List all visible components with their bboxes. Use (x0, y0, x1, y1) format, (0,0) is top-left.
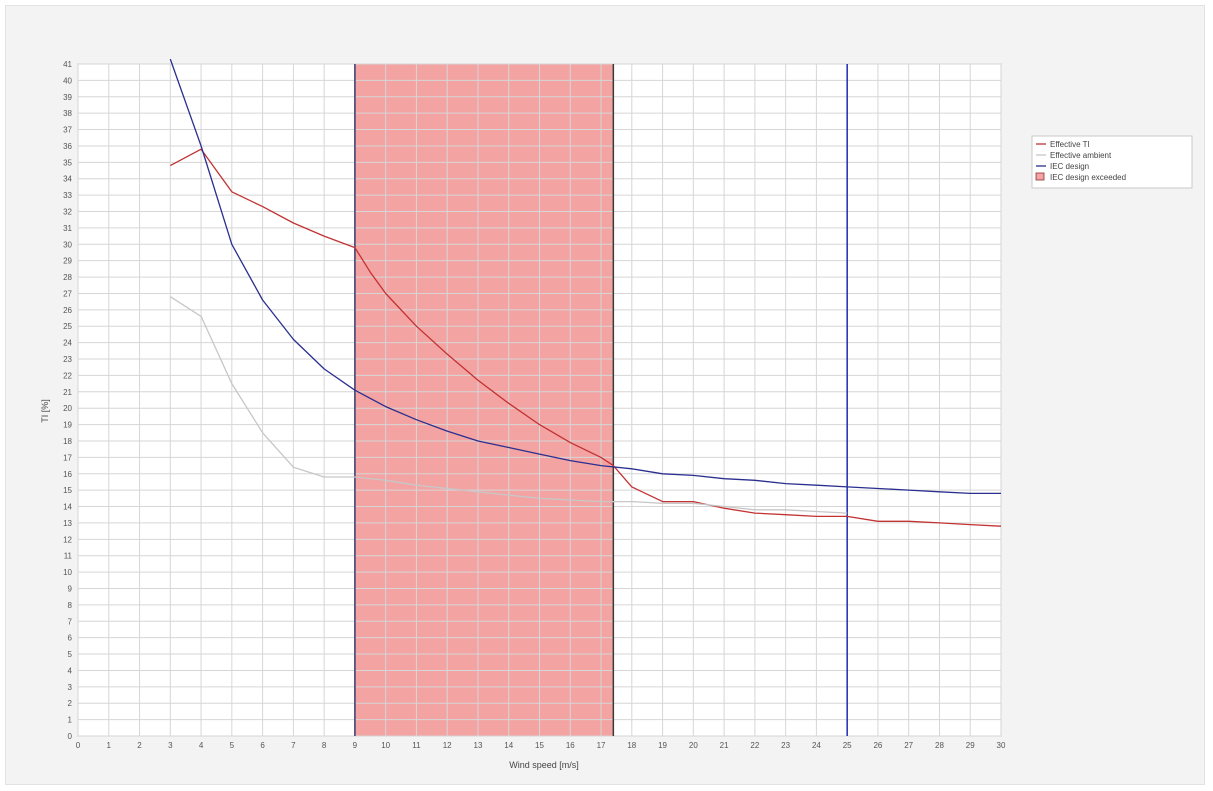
x-tick-label: 12 (443, 741, 452, 750)
y-tick-label: 18 (63, 437, 72, 446)
y-tick-label: 9 (68, 584, 73, 593)
x-tick-label: 19 (658, 741, 667, 750)
x-tick-label: 23 (781, 741, 790, 750)
x-tick-label: 3 (168, 741, 173, 750)
y-tick-label: 24 (63, 339, 72, 348)
y-tick-label: 16 (63, 470, 72, 479)
x-tick-label: 8 (322, 741, 327, 750)
x-axis-label: Wind speed [m/s] (509, 760, 579, 770)
y-tick-label: 34 (63, 175, 72, 184)
x-tick-label: 0 (76, 741, 81, 750)
x-tick-label: 5 (230, 741, 235, 750)
y-tick-label: 13 (63, 519, 72, 528)
x-tick-label: 2 (137, 741, 142, 750)
y-tick-label: 15 (63, 486, 72, 495)
y-tick-label: 5 (68, 650, 73, 659)
y-tick-label: 33 (63, 191, 72, 200)
legend-label: Effective TI (1050, 140, 1090, 149)
y-tick-label: 17 (63, 453, 72, 462)
x-tick-label: 15 (535, 741, 544, 750)
y-tick-label: 25 (63, 322, 72, 331)
y-tick-label: 22 (63, 371, 72, 380)
x-tick-label: 26 (873, 741, 882, 750)
x-tick-label: 18 (627, 741, 636, 750)
legend-label: Effective ambient (1050, 151, 1112, 160)
y-tick-label: 26 (63, 306, 72, 315)
legend-label: IEC design exceeded (1050, 173, 1126, 182)
series-effective-ti-line (169, 148, 1002, 527)
y-axis-label: TI [%] (40, 399, 50, 423)
x-tick-label: 24 (812, 741, 821, 750)
x-tick-label: 7 (291, 741, 296, 750)
x-tick-label: 17 (597, 741, 606, 750)
x-tick-label: 16 (566, 741, 575, 750)
y-tick-label: 35 (63, 158, 72, 167)
x-tick-label: 27 (904, 741, 913, 750)
legend-swatch-box (1035, 172, 1045, 181)
y-tick-label: 11 (64, 552, 73, 561)
y-tick-label: 37 (63, 126, 72, 135)
y-tick-label: 4 (68, 666, 73, 675)
x-tick-label: 11 (412, 741, 421, 750)
turbulence-chart: 0 1 2 3 4 5 6 7 8 9 10 11 12 13 14 15 16 17 18 19 20 21 22 23 24… (40, 58, 1193, 770)
iec-exceeded-region (354, 64, 614, 736)
x-tick-label: 20 (689, 741, 698, 750)
legend-box (1031, 135, 1193, 189)
y-tick-label: 41 (63, 60, 72, 69)
y-tick-label: 27 (63, 289, 72, 298)
y-tick-label: 30 (63, 240, 72, 249)
y-tick-label: 28 (63, 273, 72, 282)
y-tick-label: 8 (68, 601, 73, 610)
y-tick-label: 21 (63, 388, 72, 397)
x-tick-label: 9 (353, 741, 358, 750)
x-tick-label: 1 (107, 741, 112, 750)
x-tick-label: 30 (997, 741, 1006, 750)
x-tick-label: 21 (720, 741, 729, 750)
x-tick-label: 29 (966, 741, 975, 750)
y-tick-label: 39 (63, 93, 72, 102)
y-tick-label: 3 (68, 683, 73, 692)
x-tick-label: 6 (260, 741, 265, 750)
y-tick-label: 20 (63, 404, 72, 413)
y-tick-label: 6 (68, 634, 73, 643)
y-tick-label: 0 (68, 732, 73, 741)
legend: Effective TI Effective ambient IEC design I… (1031, 135, 1193, 189)
x-tick-label: 25 (843, 741, 852, 750)
x-tick-label: 13 (474, 741, 483, 750)
y-tick-label: 7 (68, 617, 73, 626)
chart-panel: 0 1 2 3 4 5 6 7 8 9 10 11 12 13 14 15 16 17 18 19 20 21 22 23 24… (5, 5, 1205, 785)
x-tick-label: 4 (199, 741, 204, 750)
x-tick-label: 28 (935, 741, 944, 750)
x-tick-label: 22 (750, 741, 759, 750)
x-tick-label: 10 (381, 741, 390, 750)
y-tick-label: 1 (68, 716, 73, 725)
series-iec-design-line (169, 58, 1001, 495)
series-effective-ambient-line (169, 296, 848, 514)
y-tick-label: 36 (63, 142, 72, 151)
y-tick-label: 32 (63, 208, 72, 217)
x-tick-label: 14 (504, 741, 513, 750)
y-tick-label: 38 (63, 109, 72, 118)
y-tick-label: 40 (63, 76, 72, 85)
y-tick-label: 2 (68, 699, 73, 708)
y-tick-label: 31 (63, 224, 72, 233)
y-tick-label: 14 (63, 503, 72, 512)
y-tick-label: 10 (63, 568, 72, 577)
y-tick-label: 23 (63, 355, 72, 364)
y-tick-label: 29 (63, 257, 72, 266)
y-tick-label: 12 (63, 535, 72, 544)
y-tick-label: 19 (63, 421, 72, 430)
legend-label: IEC design (1050, 162, 1089, 171)
